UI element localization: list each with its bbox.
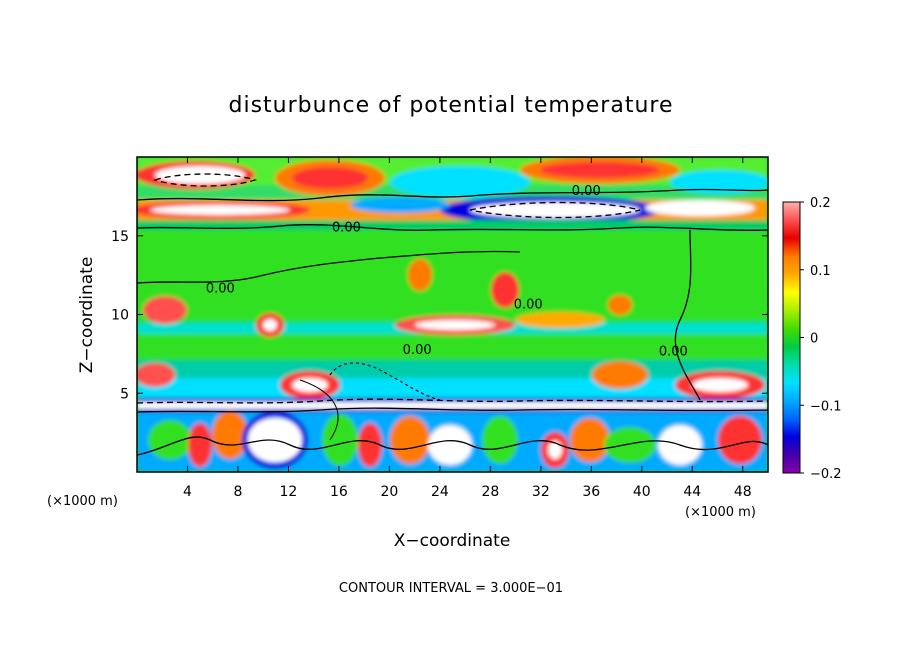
x-tick-label: 24 xyxy=(431,484,449,500)
contour-label: 0.00 xyxy=(514,297,543,312)
chart-title: disturbunce of potential temperature xyxy=(229,93,674,118)
x-tick-label: 28 xyxy=(481,484,499,500)
x-tick-label: 44 xyxy=(683,484,701,500)
x-tick-label: 32 xyxy=(532,484,550,500)
y-axis-label: Z−coordinate xyxy=(77,257,97,374)
colorbar-tick-label: 0.2 xyxy=(810,196,831,211)
contour-label: 0.00 xyxy=(206,282,235,297)
x-tick-label: 4 xyxy=(183,484,192,500)
y-tick-label: 10 xyxy=(111,308,129,324)
x-tick-label: 12 xyxy=(280,484,298,500)
x-tick-label: 8 xyxy=(233,484,242,500)
x-unit-left: (×1000 m) xyxy=(47,494,118,509)
x-tick-label: 40 xyxy=(633,484,651,500)
y-axis-ticks: 5 10 15 xyxy=(111,229,768,402)
x-tick-label: 16 xyxy=(330,484,348,500)
y-tick-label: 5 xyxy=(120,386,129,402)
contour-interval-note: CONTOUR INTERVAL = 3.000E−01 xyxy=(339,581,563,596)
colorbar-tick-label: −0.2 xyxy=(810,467,842,482)
y-tick-label: 15 xyxy=(111,229,129,245)
x-tick-label: 36 xyxy=(582,484,600,500)
contour-label: 0.00 xyxy=(332,220,361,235)
contour-lines xyxy=(137,173,768,456)
contour-label-group: 0.00 0.00 0.00 0.00 0.00 0.00 xyxy=(206,184,688,360)
x-axis-label: X−coordinate xyxy=(394,531,511,551)
colorbar xyxy=(782,201,801,474)
x-tick-label: 48 xyxy=(734,484,752,500)
x-axis-ticks: 4 8 12 16 20 24 28 32 36 40 44 48 xyxy=(183,157,752,500)
colorbar-tick-label: −0.1 xyxy=(810,399,842,414)
colorbar-ticks: 0.2 0.1 0 −0.1 −0.2 xyxy=(800,196,842,482)
contour-label: 0.00 xyxy=(403,343,432,358)
heatmap-field xyxy=(137,157,768,472)
colorbar-tick-label: 0 xyxy=(810,332,818,347)
contour-label: 0.00 xyxy=(572,184,601,199)
x-tick-label: 20 xyxy=(380,484,398,500)
contour-label: 0.00 xyxy=(659,345,688,360)
colorbar-tick-label: 0.1 xyxy=(810,264,831,279)
x-unit-right: (×1000 m) xyxy=(685,505,756,520)
